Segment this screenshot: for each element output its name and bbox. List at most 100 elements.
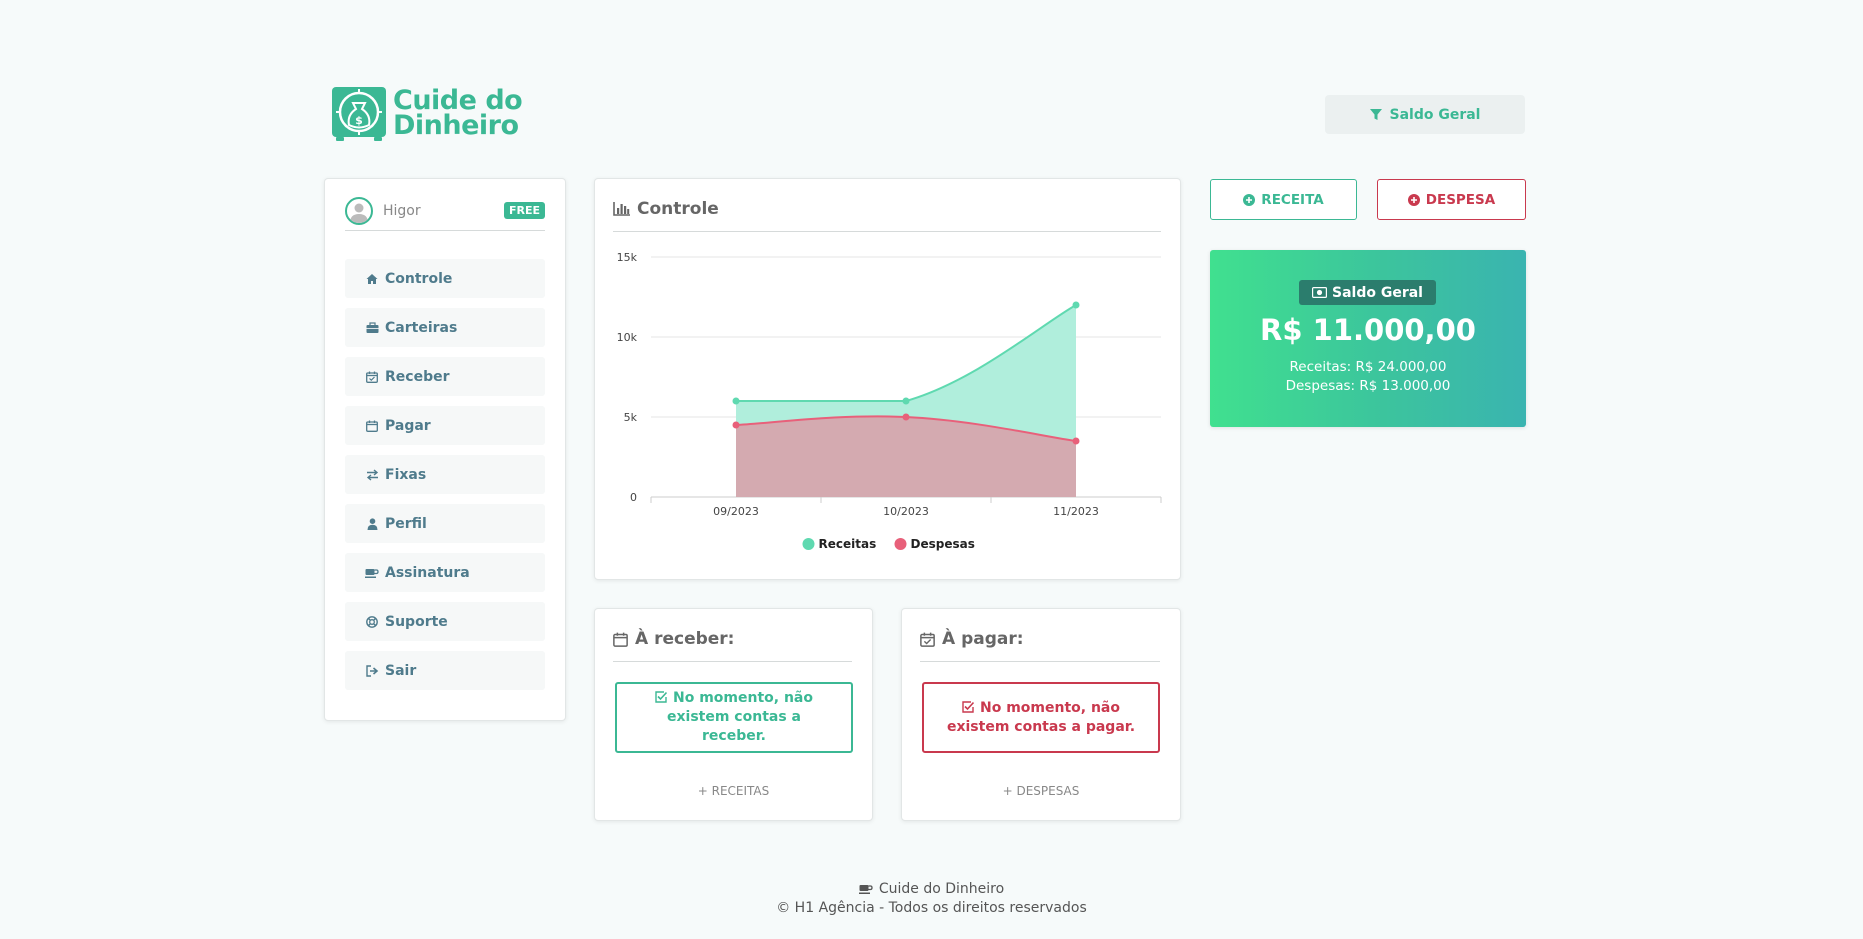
saldo-geral-filter-button[interactable]: Saldo Geral bbox=[1325, 95, 1525, 134]
sidebar-item-receber[interactable]: Receber bbox=[345, 357, 545, 396]
y-tick-label: 15k bbox=[617, 251, 638, 264]
receivables-title-text: À receber: bbox=[635, 629, 735, 649]
sidebar-item-pagar[interactable]: Pagar bbox=[345, 406, 545, 445]
x-tick-label: 09/2023 bbox=[713, 505, 759, 518]
card-divider bbox=[613, 231, 1161, 232]
legend-marker bbox=[894, 538, 907, 550]
legend-marker bbox=[802, 538, 815, 550]
calendar-icon bbox=[365, 419, 379, 433]
balance-receitas: Receitas: R$ 24.000,00 bbox=[1289, 359, 1447, 375]
avatar bbox=[345, 196, 373, 225]
sidebar-item-label: Assinatura bbox=[385, 564, 470, 581]
data-point bbox=[902, 413, 910, 421]
receita-label: RECEITA bbox=[1261, 191, 1324, 208]
payables-empty-text: No momento, não existem contas a pagar. bbox=[946, 699, 1136, 735]
money-bag-safe-icon: $ bbox=[332, 87, 386, 141]
brand-name: Cuide do Dinheiro bbox=[393, 85, 523, 141]
sidebar-item-label: Pagar bbox=[385, 417, 431, 434]
balance-value: R$ 11.000,00 bbox=[1260, 313, 1476, 347]
sidebar-item-carteiras[interactable]: Carteiras bbox=[345, 308, 545, 347]
sidebar-item-label: Receber bbox=[385, 368, 450, 385]
add-receita-button[interactable]: RECEITA bbox=[1210, 179, 1357, 220]
user-icon bbox=[365, 517, 379, 531]
card-divider bbox=[920, 661, 1160, 662]
add-receitas-link[interactable]: + RECEITAS bbox=[697, 784, 770, 798]
data-point bbox=[732, 397, 740, 405]
sidebar-item-label: Sair bbox=[385, 662, 417, 679]
receivables-empty-notice: No momento, não existem contas a receber… bbox=[615, 682, 853, 753]
add-despesa-button[interactable]: DESPESA bbox=[1377, 179, 1526, 220]
data-point bbox=[902, 397, 910, 405]
sign-out-icon bbox=[365, 664, 379, 678]
user-avatar-icon bbox=[350, 203, 368, 223]
payables-title-text: À pagar: bbox=[942, 629, 1024, 649]
calendar-check-icon bbox=[920, 632, 935, 647]
data-point bbox=[732, 421, 740, 429]
plus-circle-icon bbox=[1407, 193, 1420, 206]
x-tick-label: 11/2023 bbox=[1053, 505, 1099, 518]
chart-card-title: Controle bbox=[613, 199, 719, 219]
filter-label: Saldo Geral bbox=[1389, 106, 1481, 123]
sidebar-item-perfil[interactable]: Perfil bbox=[345, 504, 545, 543]
sidebar-item-controle[interactable]: Controle bbox=[345, 259, 545, 298]
legend-label: Despesas bbox=[911, 537, 975, 551]
filter-icon bbox=[1369, 108, 1382, 120]
balance-despesas: Despesas: R$ 13.000,00 bbox=[1285, 378, 1451, 394]
svg-text:$: $ bbox=[355, 114, 363, 127]
sidebar-item-label: Perfil bbox=[385, 515, 427, 532]
data-point bbox=[1072, 301, 1080, 309]
sidebar: Higor FREE Controle Carteiras Receber bbox=[324, 178, 566, 721]
series-area-despesas bbox=[736, 416, 1076, 497]
add-despesas-link[interactable]: + DESPESAS bbox=[1002, 784, 1080, 798]
balance-badge-text: Saldo Geral bbox=[1332, 284, 1423, 301]
sidebar-item-label: Controle bbox=[385, 270, 453, 287]
check-square-icon bbox=[655, 691, 668, 703]
sidebar-item-fixas[interactable]: Fixas bbox=[345, 455, 545, 494]
money-bill-icon bbox=[1312, 287, 1327, 298]
calendar-check-icon bbox=[365, 370, 379, 384]
sidebar-item-label: Suporte bbox=[385, 613, 448, 630]
footer-app-name: Cuide do Dinheiro bbox=[878, 881, 1005, 897]
y-tick-label: 5k bbox=[624, 411, 638, 424]
plan-badge: FREE bbox=[503, 202, 545, 219]
plus-circle-icon bbox=[1243, 193, 1256, 206]
coffee-icon bbox=[365, 566, 379, 580]
lifebuoy-icon bbox=[365, 615, 379, 629]
exchange-icon bbox=[365, 468, 379, 482]
legend-label: Receitas bbox=[819, 537, 877, 551]
coffee-icon bbox=[858, 885, 873, 894]
balance-card: Saldo Geral R$ 11.000,00 Receitas: R$ 24… bbox=[1210, 250, 1526, 427]
payables-card: À pagar: No momento, não existem contas … bbox=[901, 608, 1181, 821]
sidebar-item-sair[interactable]: Sair bbox=[345, 651, 545, 690]
footer: Cuide do Dinheiro © H1 Agência - Todos o… bbox=[0, 880, 1863, 918]
chart-title: Controle bbox=[637, 199, 719, 219]
sidebar-item-assinatura[interactable]: Assinatura bbox=[345, 553, 545, 592]
area-chart: 0 5k 10k 15k 09/2023 10/2023 11/2023 Receitas… bbox=[617, 251, 1162, 551]
brand-logo[interactable]: $ Cuide do Dinheiro bbox=[331, 83, 526, 143]
balance-badge: Saldo Geral bbox=[1299, 280, 1436, 305]
y-tick-label: 10k bbox=[617, 331, 638, 344]
card-divider bbox=[613, 661, 852, 662]
briefcase-icon bbox=[365, 321, 379, 335]
receivables-title: À receber: bbox=[613, 629, 734, 649]
home-icon bbox=[365, 272, 379, 286]
footer-copyright: © H1 Agência - Todos os direitos reserva… bbox=[776, 900, 1087, 916]
check-square-icon bbox=[962, 700, 975, 713]
payables-empty-notice: No momento, não existem contas a pagar. bbox=[922, 682, 1160, 753]
data-point bbox=[1072, 437, 1080, 445]
bar-chart-icon bbox=[613, 202, 630, 216]
sidebar-item-label: Fixas bbox=[385, 466, 427, 483]
user-profile-row[interactable]: Higor FREE bbox=[345, 196, 545, 231]
sidebar-nav: Controle Carteiras Receber Pagar Fixas bbox=[345, 259, 545, 700]
sidebar-item-label: Carteiras bbox=[385, 319, 458, 336]
x-tick-label: 10/2023 bbox=[883, 505, 929, 518]
calendar-icon bbox=[613, 632, 628, 647]
receivables-empty-text: No momento, não existem contas a receber… bbox=[667, 690, 813, 744]
y-tick-label: 0 bbox=[630, 491, 637, 504]
user-name: Higor bbox=[383, 202, 421, 219]
sidebar-item-suporte[interactable]: Suporte bbox=[345, 602, 545, 641]
despesa-label: DESPESA bbox=[1425, 191, 1496, 208]
receivables-card: À receber: No momento, não existem conta… bbox=[594, 608, 873, 821]
payables-title: À pagar: bbox=[920, 629, 1024, 649]
controle-chart-card: Controle 0 5k 10k 15k 09/2023 10/2023 11/2023… bbox=[594, 178, 1181, 580]
